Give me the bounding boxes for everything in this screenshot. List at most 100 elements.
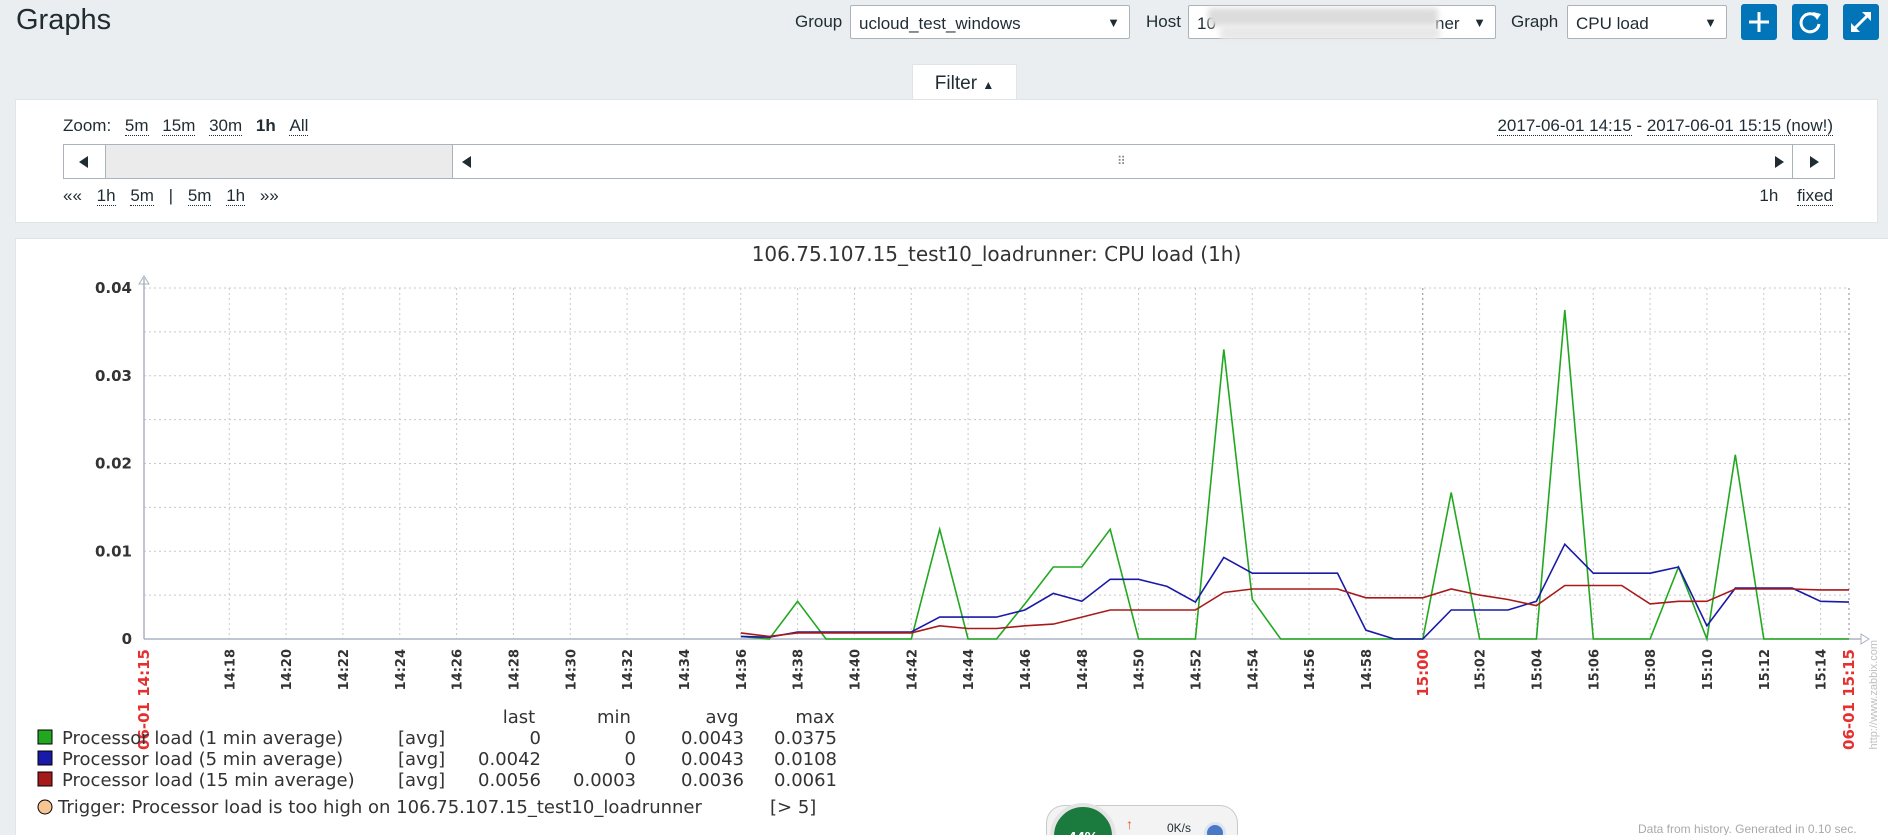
x-tick-label: 15:04 <box>1530 649 1545 690</box>
x-tick-label: 14:36 <box>735 649 750 690</box>
graph-select-value: CPU load <box>1576 14 1649 33</box>
legend-value-last: 0 <box>530 728 541 749</box>
fullscreen-button[interactable] <box>1843 4 1879 40</box>
caret-up-icon: ▲ <box>982 78 995 92</box>
legend-func: [avg] <box>398 749 445 770</box>
group-select-value: ucloud_test_windows <box>859 14 1021 33</box>
nav-fwd-5m[interactable]: 5m <box>187 186 212 206</box>
legend-series-name: Processor load (5 min average) <box>62 749 343 770</box>
y-tick-label: 0.02 <box>95 455 132 473</box>
plus-icon <box>1749 12 1769 32</box>
x-tick-label: 14:32 <box>621 649 636 690</box>
chart-title: 106.75.107.15_test10_loadrunner: CPU loa… <box>752 242 1242 266</box>
nav-back-5m[interactable]: 5m <box>130 186 154 206</box>
x-tick-label: 14:54 <box>1246 649 1261 690</box>
fixed-toggle[interactable]: fixed <box>1797 186 1833 206</box>
x-axis-arrow-icon <box>1860 633 1870 645</box>
x-tick-label: 14:28 <box>507 649 522 690</box>
scroll-bar-handle[interactable]: ⠿ <box>452 144 1794 179</box>
x-tick-label: 14:52 <box>1189 649 1204 690</box>
x-tick-label: 15:00 <box>1414 649 1432 697</box>
nav-back-all[interactable]: «« <box>63 186 82 205</box>
legend-header-last: last <box>503 707 535 728</box>
redaction-blur <box>1208 8 1438 26</box>
zoom-5m[interactable]: 5m <box>124 116 149 136</box>
legend-value-avg: 0.0036 <box>681 770 744 791</box>
status-dot-icon <box>1204 822 1226 835</box>
arrow-right-icon <box>1810 156 1819 168</box>
x-tick-label: 14:58 <box>1360 649 1375 690</box>
x-tick-label: 15:02 <box>1474 649 1489 690</box>
x-tick-label: 15:12 <box>1758 649 1773 690</box>
x-tick-label: 15:10 <box>1701 649 1716 690</box>
dropdown-arrow-icon: ▼ <box>1473 15 1486 30</box>
group-select[interactable]: ucloud_test_windows ▼ <box>850 5 1130 39</box>
period-separator: - <box>1631 116 1647 135</box>
legend-series-name: Processor load (1 min average) <box>62 728 343 749</box>
filter-tab[interactable]: Filter ▲ <box>912 64 1017 100</box>
refresh-icon <box>1799 12 1821 34</box>
legend-header-min: min <box>597 707 631 728</box>
scroll-left-button[interactable] <box>63 144 106 179</box>
legend-value-min: 0.0003 <box>573 770 636 791</box>
period-from[interactable]: 2017-06-01 14:15 <box>1497 116 1632 136</box>
network-rate: 0K/s <box>1167 821 1192 835</box>
legend-value-min: 0 <box>625 728 636 749</box>
refresh-button[interactable] <box>1792 4 1828 40</box>
redaction-blur <box>1220 26 1440 40</box>
x-tick-label: 14:46 <box>1019 649 1034 690</box>
legend-swatch <box>37 771 53 787</box>
graph-select[interactable]: CPU load ▼ <box>1567 5 1727 39</box>
legend-value-last: 0.0042 <box>478 749 541 770</box>
trigger-threshold: [> 5] <box>770 797 816 818</box>
arrow-right-icon <box>1775 156 1784 168</box>
nav-divider: | <box>168 186 174 205</box>
x-tick-label: 14:26 <box>451 649 466 690</box>
trigger-text: Trigger: Processor load is too high on 1… <box>57 797 702 818</box>
legend-value-max: 0.0108 <box>774 749 837 770</box>
x-tick-label: 14:22 <box>337 649 352 690</box>
y-tick-label: 0.01 <box>95 542 132 560</box>
zoom-15m[interactable]: 15m <box>162 116 196 136</box>
filter-panel: Zoom: 5m 15m 30m 1h All 2017-06-01 14:15… <box>15 99 1878 223</box>
create-graph-button[interactable] <box>1741 4 1777 40</box>
nav-fwd-all[interactable]: »» <box>259 186 279 205</box>
arrow-left-icon <box>79 156 88 168</box>
period-to[interactable]: 2017-06-01 15:15 (now!) <box>1646 116 1833 136</box>
nav-fwd-1h[interactable]: 1h <box>226 186 246 206</box>
generation-footnote: Data from history. Generated in 0.10 sec… <box>1638 822 1857 835</box>
legend-value-last: 0.0056 <box>478 770 541 791</box>
x-tick-label: 14:42 <box>905 649 920 690</box>
x-tick-label: 14:50 <box>1133 649 1148 690</box>
zabbix-watermark: http://www.zabbix.com <box>1868 640 1880 750</box>
arrow-up-icon: ↑ <box>1126 816 1133 832</box>
host-select-value-suffix: ner <box>1435 14 1460 33</box>
legend-swatch <box>37 729 53 745</box>
legend-value-max: 0.0061 <box>774 770 837 791</box>
legend-value-avg: 0.0043 <box>681 728 744 749</box>
zoom-label: Zoom: <box>63 116 112 135</box>
zoom-all[interactable]: All <box>289 116 309 136</box>
period-range: 2017-06-01 14:15 - 2017-06-01 15:15 (now… <box>1497 116 1833 136</box>
filter-tab-label: Filter <box>934 73 978 94</box>
x-tick-label: 14:20 <box>280 649 295 690</box>
scroll-track[interactable] <box>106 144 468 179</box>
period-info: 1h fixed <box>1759 186 1833 206</box>
zoom-30m[interactable]: 30m <box>209 116 243 136</box>
x-tick-label: 14:30 <box>564 649 579 690</box>
zoom-1h[interactable]: 1h <box>255 116 276 135</box>
x-tick-label: 14:40 <box>848 649 863 690</box>
x-tick-label: 14:38 <box>792 649 807 690</box>
x-tick-label: 15:08 <box>1644 649 1659 690</box>
legend-header-max: max <box>795 707 835 728</box>
series-line-2 <box>740 542 1850 640</box>
scroll-right-button[interactable] <box>1792 144 1835 179</box>
dropdown-arrow-icon: ▼ <box>1704 15 1717 30</box>
x-tick-label: 14:48 <box>1076 649 1091 690</box>
cpu-load-chart[interactable]: 106.75.107.15_test10_loadrunner: CPU loa… <box>16 239 1888 835</box>
x-tick-label: 14:18 <box>223 649 238 690</box>
nav-back-1h[interactable]: 1h <box>96 186 116 206</box>
legend-header-avg: avg <box>705 707 738 728</box>
legend-func: [avg] <box>398 728 445 749</box>
period-length: 1h <box>1759 186 1779 205</box>
